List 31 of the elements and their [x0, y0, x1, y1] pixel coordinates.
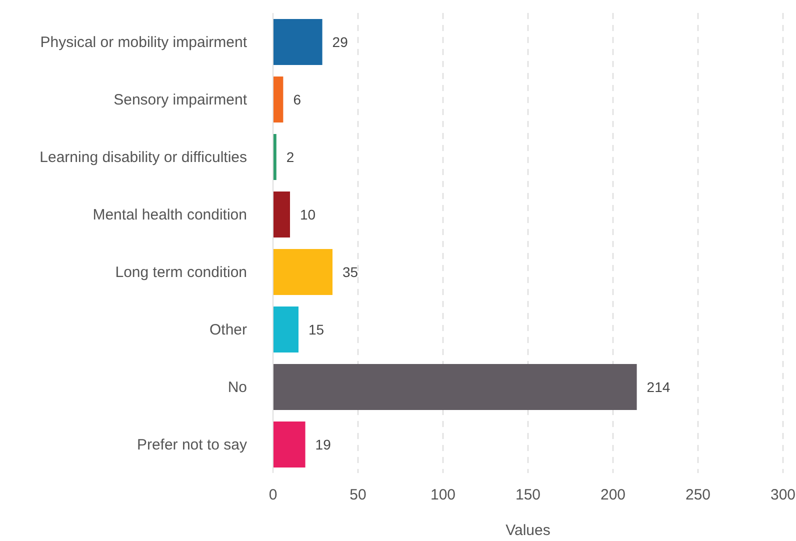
- bar: [273, 19, 322, 65]
- bar: [273, 364, 637, 410]
- y-tick-label: Other: [209, 322, 248, 339]
- x-tick-label: 250: [685, 486, 711, 504]
- y-tick-label: Sensory impairment: [114, 92, 248, 109]
- x-tick-label: 50: [350, 486, 366, 504]
- data-label: 29: [332, 34, 348, 50]
- data-label: 2: [286, 148, 294, 165]
- y-tick-label: Learning disability or difficulties: [40, 149, 247, 166]
- y-tick-label: Mental health condition: [92, 206, 247, 224]
- x-tick-label: 300: [770, 486, 796, 504]
- data-label: 15: [308, 321, 324, 338]
- y-tick-label: Prefer not to say: [136, 436, 248, 454]
- bar: [273, 422, 306, 468]
- x-axis-title: Values: [506, 522, 550, 539]
- data-label: 10: [300, 206, 316, 222]
- x-tick-label: 150: [515, 486, 541, 504]
- x-tick-label: 200: [600, 486, 626, 504]
- bar: [273, 306, 298, 352]
- data-label: 6: [293, 91, 302, 108]
- data-label: 35: [342, 264, 358, 280]
- bar: [273, 192, 290, 238]
- x-tick-label: 100: [430, 486, 456, 504]
- y-tick-label: Physical or mobility impairment: [40, 34, 248, 52]
- y-tick-label: No: [228, 379, 247, 396]
- x-tick-label: 0: [268, 486, 278, 504]
- y-tick-label: Long term condition: [115, 264, 247, 282]
- data-label: 19: [315, 436, 332, 452]
- bar: [273, 76, 284, 122]
- bar: [273, 249, 332, 295]
- data-label: 214: [646, 378, 670, 395]
